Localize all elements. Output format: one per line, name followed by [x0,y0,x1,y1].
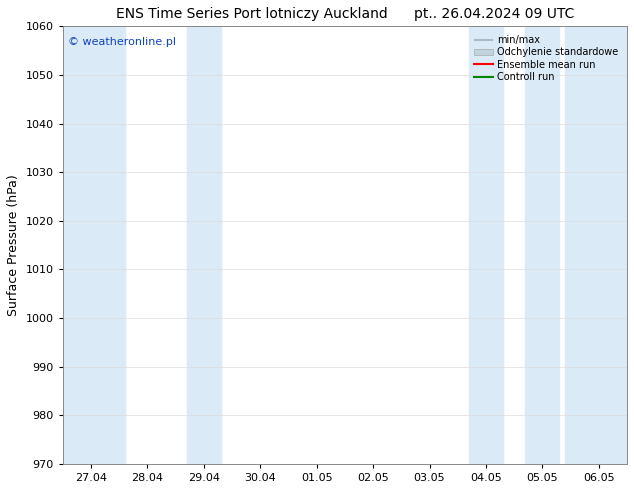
Y-axis label: Surface Pressure (hPa): Surface Pressure (hPa) [7,174,20,316]
Bar [565,26,633,464]
Bar [526,26,559,464]
Bar [469,26,503,464]
Legend: min/max, Odchylenie standardowe, Ensemble mean run, Controll run: min/max, Odchylenie standardowe, Ensembl… [470,31,622,86]
Text: © weatheronline.pl: © weatheronline.pl [68,37,176,47]
Bar [57,26,125,464]
Bar [187,26,221,464]
Title: ENS Time Series Port lotniczy Auckland      pt.. 26.04.2024 09 UTC: ENS Time Series Port lotniczy Auckland p… [115,7,574,21]
